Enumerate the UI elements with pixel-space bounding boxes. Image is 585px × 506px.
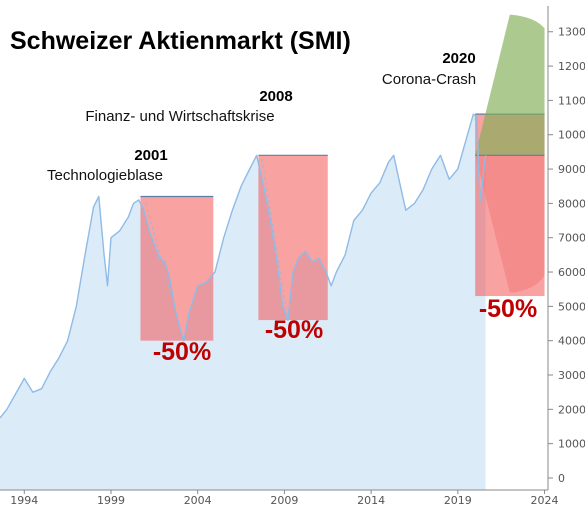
annotation-2008-text: Finanz- und Wirtschaftskrise (85, 108, 274, 125)
y-tick-label-8000: 8000 (558, 197, 585, 210)
y-tick-label-6000: 6000 (558, 266, 585, 279)
annotation-2020-text: Corona-Crash (382, 71, 476, 88)
chart-title: Schweizer Aktienmarkt (SMI) (10, 27, 351, 55)
y-tick-label-1000: 1000 (558, 438, 585, 451)
y-tick-label-12000: 12000 (558, 60, 585, 73)
x-tick-label-2009: 2009 (270, 494, 298, 506)
annotation-2008-year: 2008 (259, 88, 292, 105)
crash-box-2 (258, 155, 328, 321)
annotation-2001-text: Technologieblase (47, 167, 163, 184)
y-tick-label-0: 0 (558, 472, 565, 485)
annotation-2001-drop: -50% (153, 338, 211, 366)
x-tick-label-2019: 2019 (444, 494, 472, 506)
annotation-2020-drop: -50% (479, 295, 537, 323)
series-line (0, 113, 487, 419)
annotation-2001-year: 2001 (134, 147, 167, 164)
y-tick-label-11000: 11000 (558, 94, 585, 107)
line-layer (0, 113, 487, 419)
axes-layer: 0 1000 2000 3000 4000 5000 6000 7000 8000 9000 100… (0, 6, 585, 506)
y-tick-label-10000: 10000 (558, 129, 585, 142)
y-tick-label-13000: 13000 (558, 26, 585, 39)
y-tick-label-4000: 4000 (558, 335, 585, 348)
y-tick-label-3000: 3000 (558, 369, 585, 382)
annotation-2020-year: 2020 (442, 50, 475, 67)
y-tick-label-9000: 9000 (558, 163, 585, 176)
x-tick-label-2014: 2014 (357, 494, 385, 506)
y-tick-label-2000: 2000 (558, 403, 585, 416)
projection-downside (475, 155, 545, 293)
x-tick-label-2024: 2024 (531, 494, 559, 506)
projection-upside (475, 14, 545, 156)
annotation-2008-drop: -50% (265, 316, 323, 344)
projection-layer (475, 14, 545, 293)
y-tick-label-5000: 5000 (558, 300, 585, 313)
x-tick-label-2004: 2004 (184, 494, 212, 506)
y-tick-label-7000: 7000 (558, 232, 585, 245)
x-tick-label-1994: 1994 (10, 494, 38, 506)
x-tick-label-1999: 1999 (97, 494, 125, 506)
